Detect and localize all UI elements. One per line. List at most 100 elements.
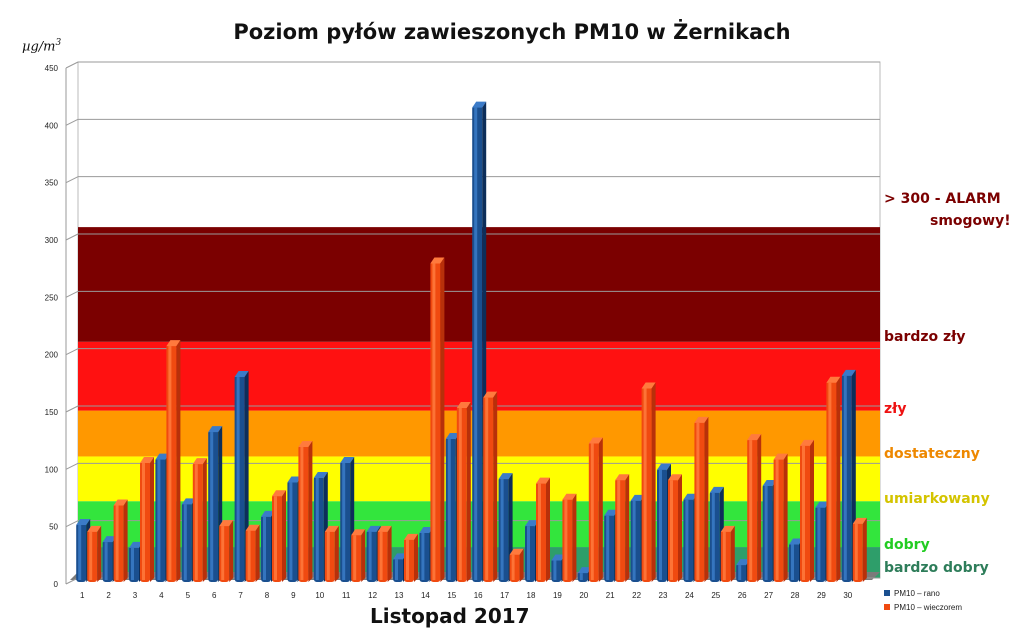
y-tick-label: 100 bbox=[45, 465, 59, 474]
bar-wieczorem bbox=[536, 477, 550, 582]
bar-highlight bbox=[131, 547, 134, 580]
bar-side bbox=[757, 434, 762, 582]
bar-top bbox=[445, 432, 460, 439]
x-axis-label: Listopad 2017 bbox=[370, 604, 530, 628]
bar-top bbox=[456, 402, 471, 408]
bar-wieczorem bbox=[509, 548, 524, 582]
bar-top bbox=[789, 538, 803, 545]
bar-top bbox=[773, 453, 788, 460]
x-tick-label: 24 bbox=[685, 591, 694, 600]
band-label-dostateczny: dostateczny bbox=[884, 446, 980, 462]
bar-side bbox=[519, 548, 524, 582]
bar-wieczorem bbox=[668, 474, 682, 582]
x-tick-label: 4 bbox=[159, 591, 164, 600]
bar-wieczorem bbox=[588, 437, 603, 582]
bar-highlight bbox=[527, 526, 530, 580]
bar-side bbox=[598, 437, 603, 582]
bar-highlight bbox=[210, 432, 214, 580]
legend-item: PM10 – wieczorem bbox=[884, 600, 962, 614]
bar-wieczorem bbox=[298, 440, 313, 582]
bar-top bbox=[393, 553, 407, 560]
bar-highlight bbox=[326, 531, 330, 580]
bar-wieczorem bbox=[483, 391, 498, 582]
bar-top bbox=[129, 541, 143, 548]
bar-top bbox=[298, 440, 313, 447]
bar-highlight bbox=[247, 530, 251, 580]
bar-highlight bbox=[511, 554, 515, 580]
bar-top bbox=[747, 434, 762, 441]
bar-top bbox=[604, 509, 619, 516]
bar-highlight bbox=[764, 485, 768, 580]
bar-highlight bbox=[342, 463, 346, 580]
y-tick-label: 200 bbox=[45, 351, 59, 360]
bar-top bbox=[841, 369, 856, 376]
bar-side bbox=[678, 474, 682, 582]
x-tick-label: 25 bbox=[711, 591, 720, 600]
bar-highlight bbox=[775, 459, 779, 580]
x-tick-label: 19 bbox=[553, 591, 562, 600]
x-tick-label: 9 bbox=[291, 591, 296, 600]
bar-highlight bbox=[579, 573, 583, 580]
bar-wieczorem bbox=[747, 434, 762, 582]
bar-wieczorem bbox=[404, 533, 418, 582]
bar-side bbox=[361, 529, 366, 582]
bar-highlight bbox=[300, 446, 304, 580]
gridline-diag bbox=[65, 233, 79, 241]
bar-top bbox=[551, 554, 566, 561]
bar-side bbox=[150, 457, 154, 582]
bar-side bbox=[862, 517, 867, 582]
bar-highlight bbox=[749, 440, 753, 580]
x-tick-label: 16 bbox=[474, 591, 483, 600]
bar-top bbox=[245, 524, 260, 531]
bar-top bbox=[509, 548, 524, 555]
bar-top bbox=[366, 525, 381, 532]
bar-highlight bbox=[142, 463, 145, 580]
bar-top bbox=[419, 526, 434, 533]
bar-side bbox=[625, 474, 630, 582]
bar-side bbox=[783, 453, 788, 582]
gridline-diag bbox=[65, 290, 79, 298]
bar-wieczorem bbox=[641, 382, 656, 582]
bar-highlight bbox=[157, 459, 161, 580]
bar-highlight bbox=[289, 482, 293, 580]
x-tick-label: 2 bbox=[106, 591, 111, 600]
band-label-zły: zły bbox=[884, 401, 907, 417]
bar-wieczorem bbox=[826, 376, 841, 582]
bar-highlight bbox=[802, 445, 805, 580]
bar-highlight bbox=[711, 492, 715, 580]
bar-top bbox=[313, 471, 328, 478]
band-label-dobry: dobry bbox=[884, 537, 930, 553]
bar-highlight bbox=[617, 480, 621, 580]
bar-highlight bbox=[553, 560, 557, 580]
bar-top bbox=[694, 416, 709, 423]
x-tick-label: 21 bbox=[606, 591, 615, 600]
bar-wieczorem bbox=[615, 474, 630, 582]
bar-top bbox=[208, 426, 223, 433]
gridline-diag bbox=[65, 405, 79, 413]
bar-top bbox=[641, 382, 656, 389]
bar-wieczorem bbox=[87, 525, 102, 582]
y-tick-label: 300 bbox=[45, 236, 59, 245]
bar-top bbox=[155, 453, 170, 460]
gridline-diag bbox=[65, 61, 79, 69]
bar-highlight bbox=[738, 565, 742, 580]
bar-side bbox=[704, 416, 709, 582]
x-tick-label: 20 bbox=[579, 591, 588, 600]
bar-top bbox=[234, 371, 249, 378]
bar-wieczorem bbox=[562, 493, 577, 582]
bar-highlight bbox=[685, 499, 689, 580]
bar-side bbox=[730, 525, 735, 582]
bar-wieczorem bbox=[351, 529, 366, 582]
alarm-label-line1: > 300 - ALARM bbox=[884, 191, 1001, 207]
bar-highlight bbox=[659, 469, 662, 580]
bar-top bbox=[562, 493, 577, 500]
bar-top bbox=[76, 518, 91, 525]
bar-highlight bbox=[817, 507, 821, 580]
bar-highlight bbox=[500, 479, 504, 580]
bar-wieczorem bbox=[430, 257, 445, 582]
x-tick-label: 13 bbox=[395, 591, 404, 600]
x-tick-label: 15 bbox=[447, 591, 456, 600]
bar-highlight bbox=[828, 382, 832, 580]
bar-side bbox=[572, 493, 577, 582]
